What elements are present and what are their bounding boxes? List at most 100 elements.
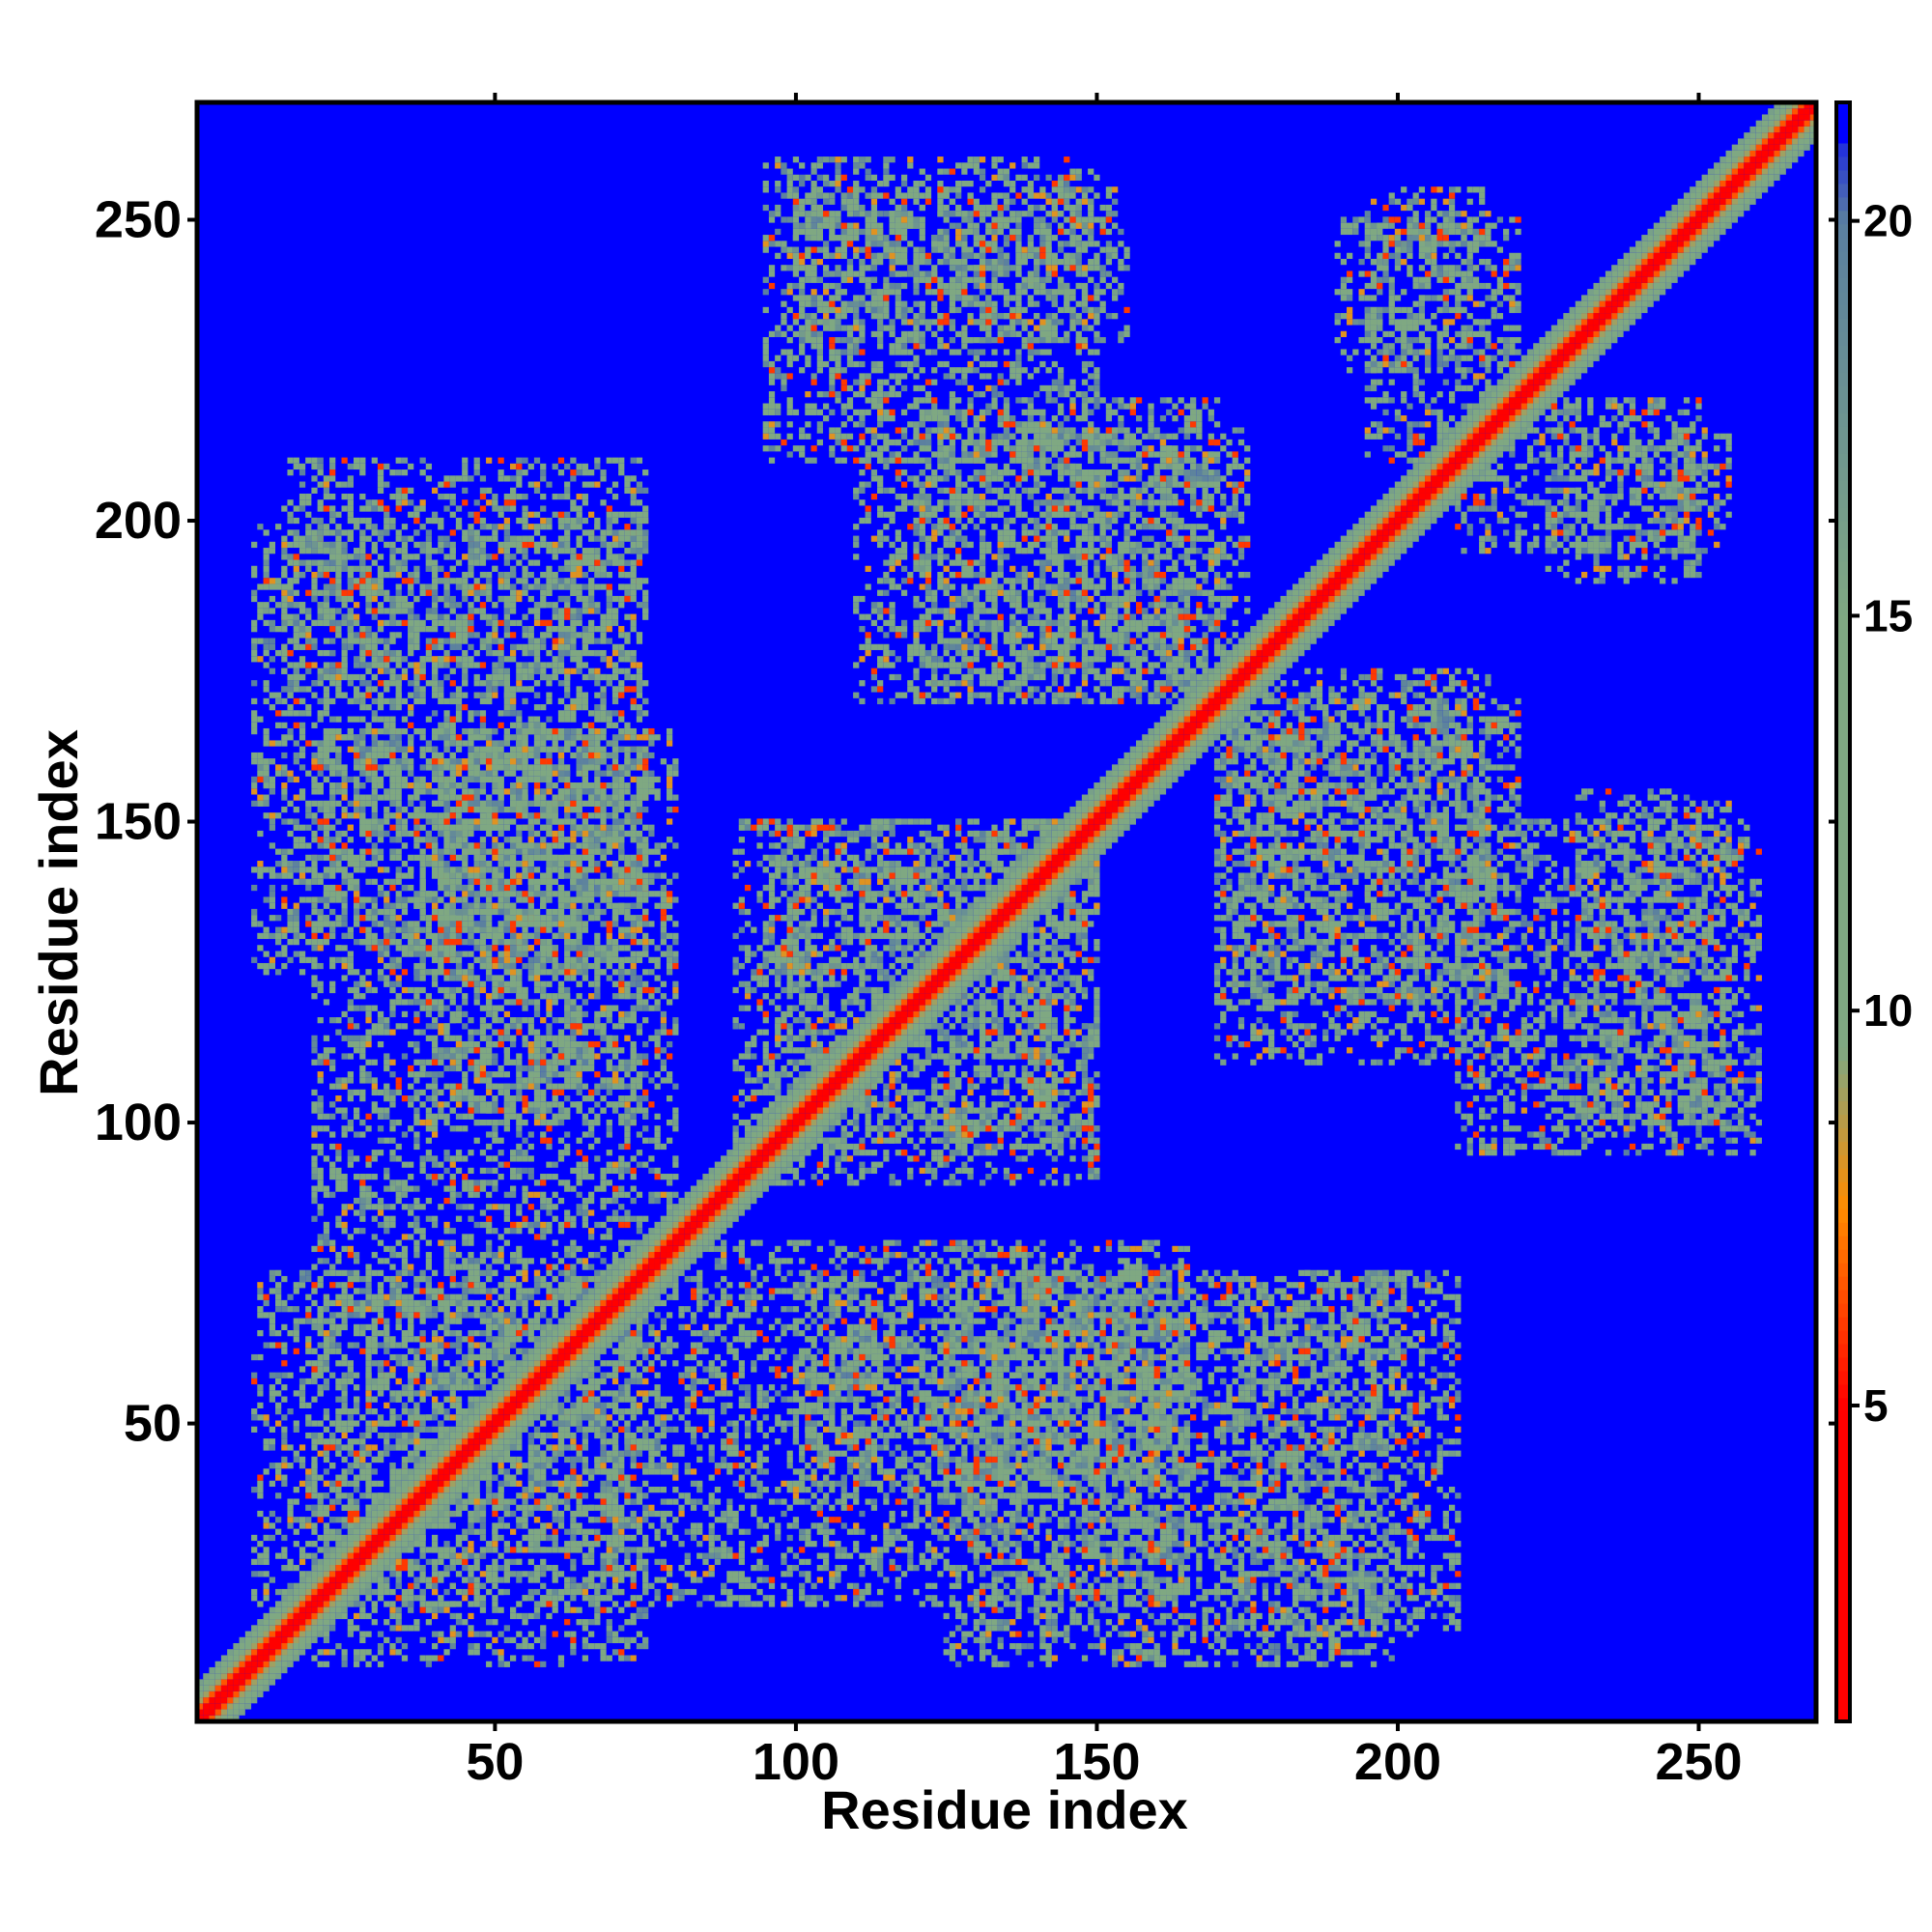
heatmap-cell [294, 1655, 299, 1661]
heatmap-cell [342, 1541, 348, 1547]
heatmap-cell [305, 1619, 311, 1625]
heatmap-cell [553, 1373, 558, 1378]
heatmap-cell [577, 1336, 582, 1342]
heatmap-cell [637, 1300, 642, 1306]
heatmap-cell [504, 1378, 510, 1384]
heatmap-cell [486, 1433, 492, 1438]
heatmap-cell [450, 1457, 456, 1463]
heatmap-cell [348, 1583, 354, 1589]
heatmap-cell [420, 1492, 426, 1498]
heatmap-cell [510, 1420, 516, 1426]
heatmap-cell [631, 1312, 637, 1318]
heatmap-cell [480, 1433, 486, 1438]
heatmap-cell [450, 1492, 456, 1498]
heatmap-cell [203, 1673, 209, 1679]
heatmap-cell [600, 1306, 606, 1312]
heatmap-cell [443, 1481, 449, 1487]
heatmap-cell [582, 1360, 588, 1366]
heatmap-cell [594, 1330, 600, 1336]
heatmap-cell [215, 1691, 221, 1697]
heatmap-cell [270, 1662, 275, 1667]
heatmap-cell [534, 1403, 540, 1408]
heatmap-cell [661, 1270, 667, 1276]
heatmap-cell [426, 1481, 432, 1487]
heatmap-cell [324, 1571, 329, 1577]
heatmap-cell [299, 1625, 305, 1631]
heatmap-cell [281, 1655, 287, 1661]
heatmap-cell [594, 1282, 600, 1288]
heatmap-cell [564, 1336, 570, 1342]
heatmap-cell [522, 1390, 527, 1396]
heatmap-cell [359, 1571, 365, 1577]
heatmap-cell [450, 1487, 456, 1492]
heatmap-cell [672, 1234, 678, 1239]
heatmap-cell [305, 1571, 311, 1577]
heatmap-cell [685, 1209, 691, 1215]
heatmap-cell [480, 1468, 486, 1474]
heatmap-cell [685, 1228, 691, 1234]
heatmap-cell [685, 1204, 691, 1209]
heatmap-cell [607, 1336, 612, 1342]
heatmap-cell [233, 1679, 239, 1685]
heatmap-cell [498, 1427, 504, 1433]
heatmap-cell [498, 1403, 504, 1408]
heatmap-cell [504, 1384, 510, 1390]
heatmap-cell [516, 1433, 522, 1438]
heatmap-cell [588, 1306, 594, 1312]
heatmap-cell [245, 1673, 251, 1679]
heatmap-cell [318, 1559, 324, 1565]
heatmap-cell [577, 1330, 582, 1336]
heatmap-cell [462, 1475, 468, 1481]
heatmap-cell [287, 1662, 293, 1667]
heatmap-cell [577, 1360, 582, 1366]
heatmap-cell [468, 1468, 473, 1474]
heatmap-cell [384, 1492, 389, 1498]
heatmap-cell [540, 1408, 546, 1414]
heatmap-cell [685, 1264, 691, 1269]
heatmap-cell [637, 1306, 642, 1312]
heatmap-cell [221, 1673, 227, 1679]
heatmap-cell [299, 1607, 305, 1613]
heatmap-cell [245, 1697, 251, 1703]
heatmap-cell [474, 1414, 480, 1420]
heatmap-cell [294, 1613, 299, 1619]
heatmap-cell [624, 1276, 630, 1282]
heatmap-cell [558, 1324, 564, 1330]
heatmap-cell [432, 1463, 438, 1468]
heatmap-cell [215, 1673, 221, 1679]
heatmap-cell [378, 1498, 384, 1504]
heatmap-cell [240, 1673, 245, 1679]
heatmap-cell [492, 1408, 497, 1414]
heatmap-cell [372, 1559, 378, 1565]
heatmap-cell [270, 1619, 275, 1625]
heatmap-cell [396, 1481, 402, 1487]
heatmap-cell [685, 1240, 691, 1246]
heatmap-cell [396, 1553, 402, 1559]
heatmap-cell [245, 1686, 251, 1691]
heatmap-cell [577, 1349, 582, 1354]
heatmap-cell [335, 1613, 341, 1619]
heatmap-cell [209, 1667, 214, 1673]
heatmap-cell [667, 1270, 672, 1276]
heatmap-cell [426, 1475, 432, 1481]
heatmap-cell [365, 1553, 371, 1559]
heatmap-cell [264, 1679, 270, 1685]
heatmap-cell [227, 1679, 233, 1685]
heatmap-cell [378, 1559, 384, 1565]
heatmap-cell [577, 1354, 582, 1360]
heatmap-cell [408, 1468, 413, 1474]
heatmap-cell [492, 1403, 497, 1408]
heatmap-cell [354, 1571, 359, 1577]
heatmap-cell [443, 1444, 449, 1450]
heatmap-cell [631, 1264, 637, 1269]
heatmap-cell [661, 1252, 667, 1258]
heatmap-cell [648, 1258, 654, 1264]
heatmap-cell [612, 1264, 618, 1269]
heatmap-cell [618, 1324, 624, 1330]
heatmap-cell [600, 1324, 606, 1330]
heatmap-cell [624, 1319, 630, 1324]
heatmap-cell [299, 1583, 305, 1589]
heatmap-cell [408, 1481, 413, 1487]
heatmap-cell [553, 1342, 558, 1348]
